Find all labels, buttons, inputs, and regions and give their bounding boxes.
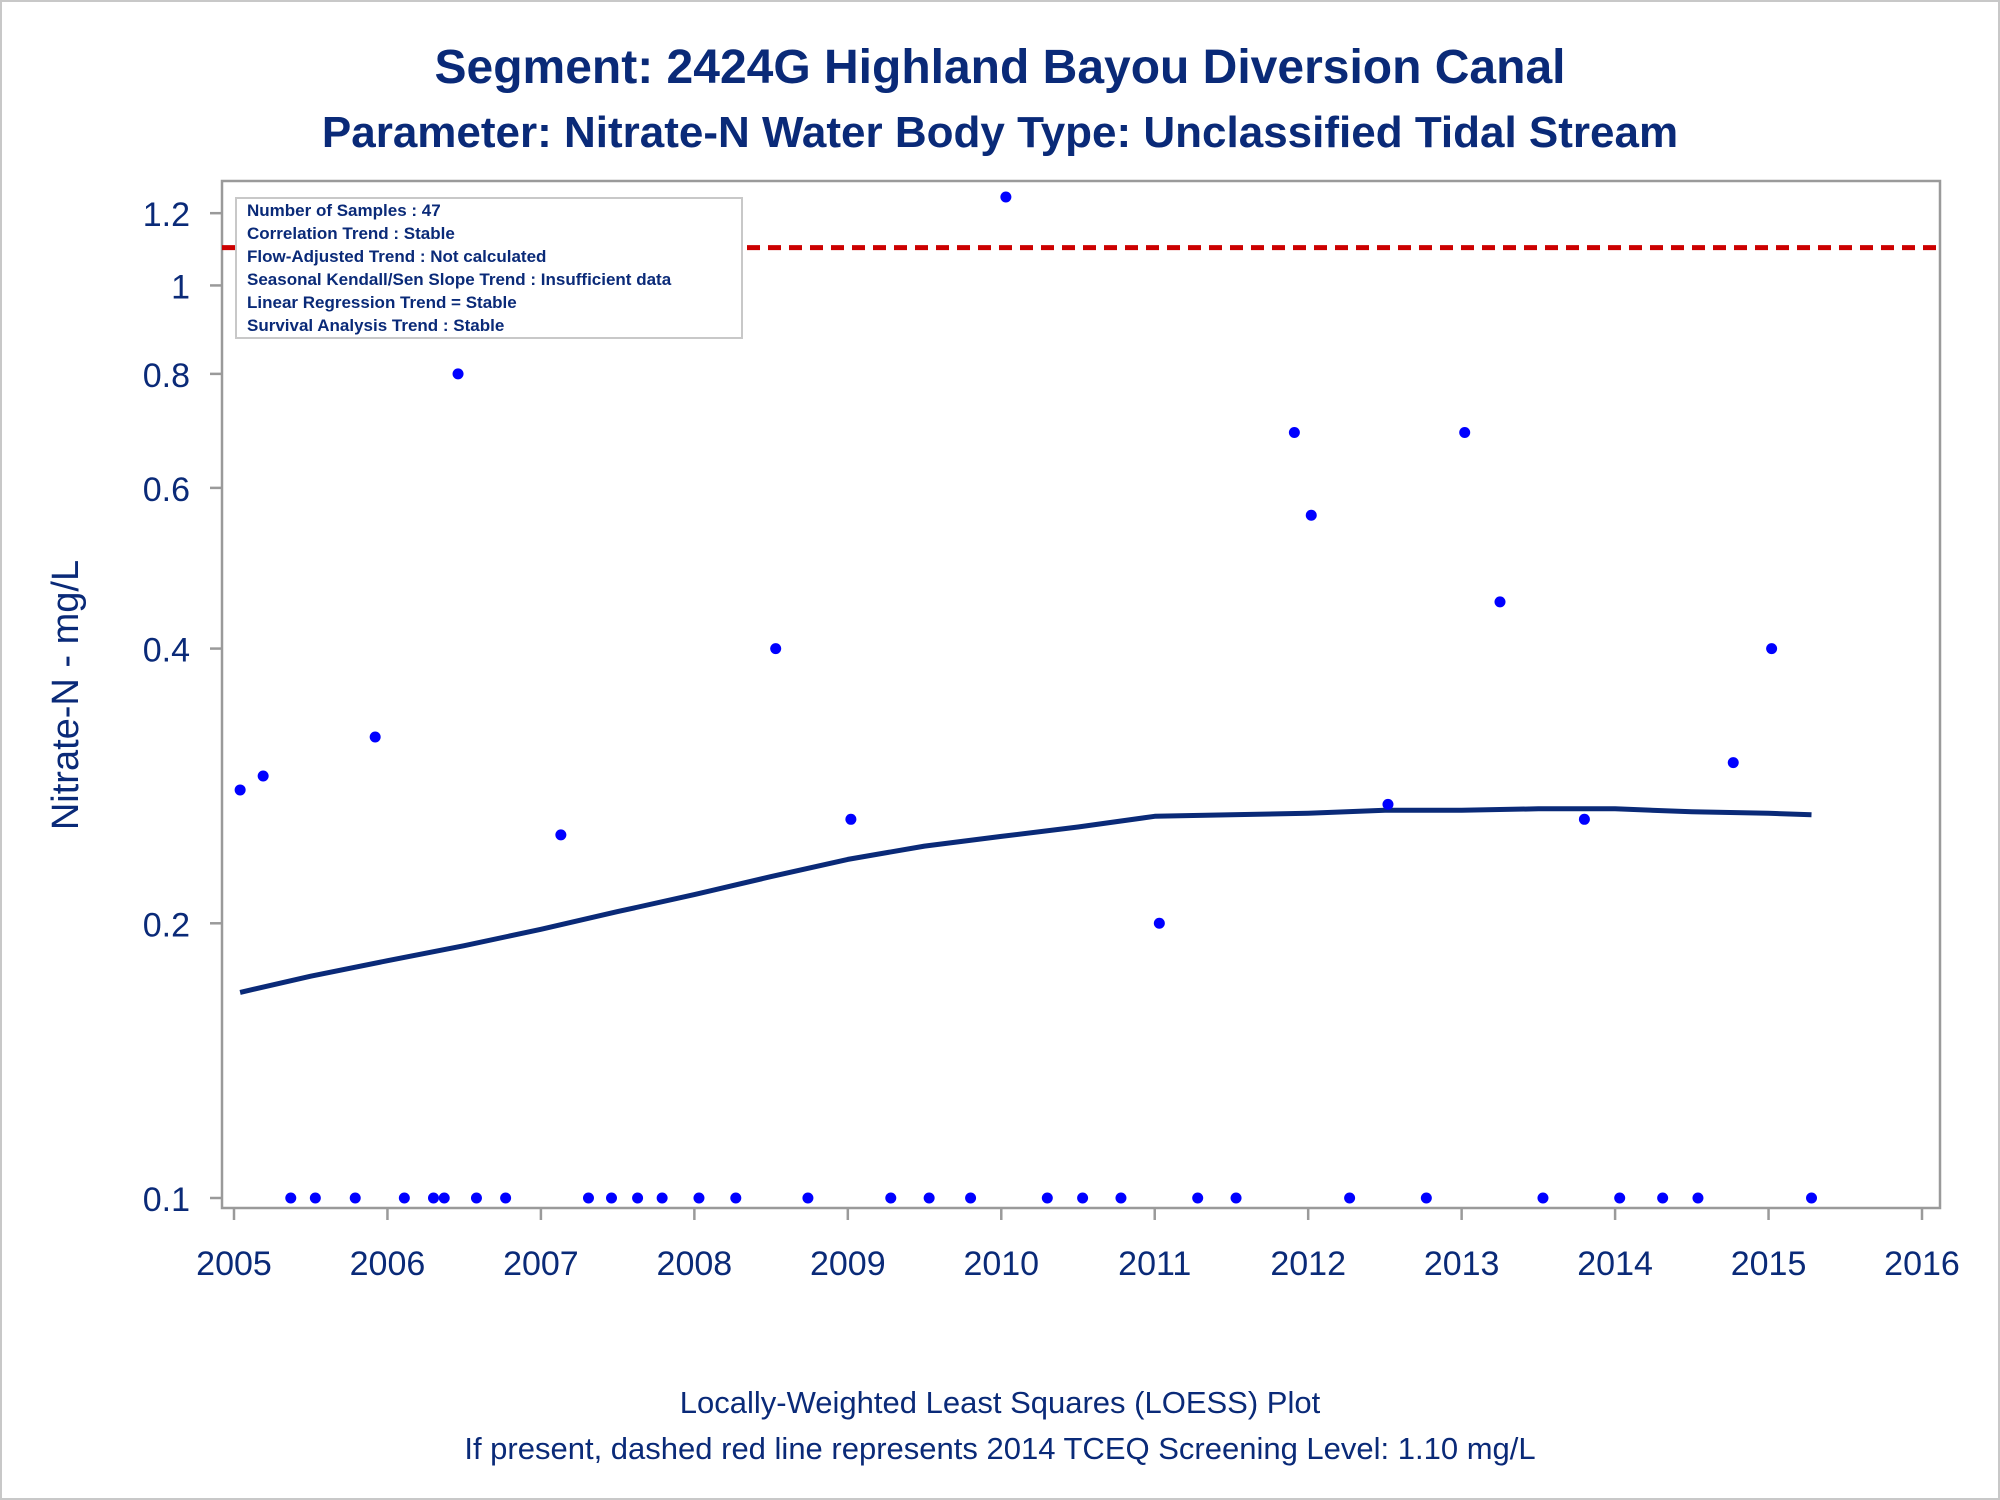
data-point — [1382, 798, 1394, 810]
data-point — [730, 1192, 742, 1204]
summary-survival-analysis-trend: Survival Analysis Trend : Stable — [247, 316, 504, 335]
y-tick-label: 0.4 — [143, 632, 190, 670]
data-point — [1230, 1192, 1242, 1204]
summary-linear-regression-trend: Linear Regression Trend = Stable — [247, 293, 517, 312]
trend-summary-box: Number of Samples : 47 Correlation Trend… — [235, 197, 743, 339]
data-point — [1115, 1192, 1127, 1204]
y-tick-label: 0.8 — [143, 357, 190, 395]
x-tick-label: 2013 — [1424, 1245, 1500, 1283]
loess-curve — [239, 806, 1812, 995]
data-point — [309, 1192, 321, 1204]
data-point — [1153, 917, 1165, 929]
data-point — [369, 731, 381, 743]
data-point — [1041, 1192, 1053, 1204]
y-tick-label: 0.1 — [143, 1181, 190, 1219]
data-point — [1344, 1192, 1356, 1204]
x-tick-label: 2015 — [1731, 1245, 1807, 1283]
data-point — [1077, 1192, 1089, 1204]
footnote-loess: Locally-Weighted Least Squares (LOESS) P… — [680, 1385, 1321, 1420]
data-point — [438, 1192, 450, 1204]
data-point — [285, 1192, 297, 1204]
y-axis-label: Nitrate-N - mg/L — [45, 560, 87, 830]
data-point — [1288, 426, 1300, 438]
data-points-layer — [234, 191, 1818, 1204]
data-point — [802, 1192, 814, 1204]
data-point — [349, 1192, 361, 1204]
data-point — [656, 1192, 668, 1204]
data-point — [885, 1192, 897, 1204]
data-point — [500, 1192, 512, 1204]
summary-flow-adjusted-trend: Flow-Adjusted Trend : Not calculated — [247, 247, 546, 266]
x-tick-label: 2007 — [503, 1245, 579, 1283]
data-point — [427, 1192, 439, 1204]
data-point — [398, 1192, 410, 1204]
data-point — [1578, 813, 1590, 825]
y-tick-label: 0.6 — [143, 471, 190, 509]
summary-correlation-trend: Correlation Trend : Stable — [247, 224, 455, 243]
data-point — [1192, 1192, 1204, 1204]
x-tick-label: 2009 — [810, 1245, 886, 1283]
data-point — [582, 1192, 594, 1204]
data-point — [257, 770, 269, 782]
summary-seasonal-kendall-trend: Seasonal Kendall/Sen Slope Trend : Insuf… — [247, 270, 672, 289]
data-point — [1537, 1192, 1549, 1204]
chart-title: Segment: 2424G Highland Bayou Diversion … — [435, 41, 1566, 94]
data-point — [693, 1192, 705, 1204]
chart-subtitle: Parameter: Nitrate-N Water Body Type: Un… — [322, 108, 1678, 157]
x-tick-label: 2011 — [1118, 1245, 1191, 1283]
data-point — [965, 1192, 977, 1204]
y-tick-label: 0.2 — [143, 906, 190, 944]
data-point — [1420, 1192, 1432, 1204]
x-axis: 2005 2006 2007 2008 2009 2010 2011 2012 2013 2014… — [196, 1208, 1960, 1283]
x-tick-label: 2012 — [1270, 1245, 1346, 1283]
data-point — [770, 643, 782, 655]
data-point — [1727, 757, 1739, 769]
data-point — [234, 784, 246, 796]
x-tick-label: 2014 — [1577, 1245, 1653, 1283]
data-point — [452, 368, 464, 380]
data-point — [1305, 509, 1317, 521]
x-tick-label: 2006 — [350, 1245, 426, 1283]
x-tick-label: 2010 — [963, 1245, 1039, 1283]
data-point — [470, 1192, 482, 1204]
data-point — [1000, 191, 1012, 203]
data-point — [845, 813, 857, 825]
data-point — [1766, 643, 1778, 655]
y-tick-label: 1.2 — [143, 196, 190, 234]
summary-samples: Number of Samples : 47 — [247, 201, 441, 220]
data-point — [555, 829, 567, 841]
y-tick-label: 1 — [171, 268, 190, 306]
loess-curve-layer — [239, 806, 1812, 995]
x-tick-label: 2016 — [1884, 1245, 1960, 1283]
data-point — [605, 1192, 617, 1204]
data-point — [923, 1192, 935, 1204]
y-axis: 0.1 0.2 0.4 0.6 0.8 1 1.2 — [143, 196, 222, 1219]
data-point — [1692, 1192, 1704, 1204]
data-point — [1806, 1192, 1818, 1204]
data-point — [1494, 596, 1506, 608]
data-point — [632, 1192, 644, 1204]
x-tick-label: 2005 — [196, 1245, 272, 1283]
footnote-screening-level: If present, dashed red line represents 2… — [464, 1431, 1535, 1466]
plot-area — [220, 179, 1942, 1210]
data-point — [1614, 1192, 1626, 1204]
x-tick-label: 2008 — [657, 1245, 733, 1283]
data-point — [1459, 426, 1471, 438]
trend-summary-frame — [235, 197, 743, 339]
data-point — [1657, 1192, 1669, 1204]
